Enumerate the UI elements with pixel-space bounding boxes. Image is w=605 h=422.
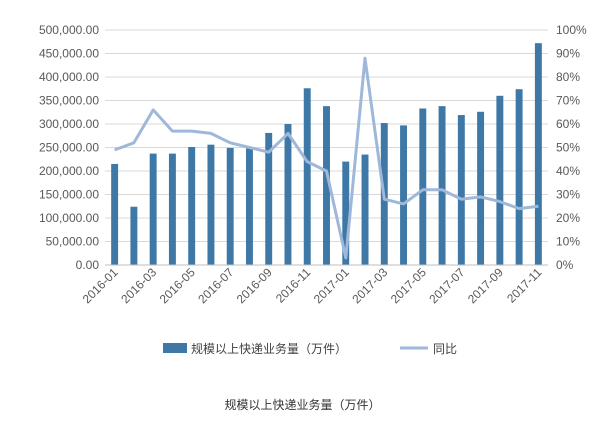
y-right-tick-label: 0% (556, 258, 574, 272)
bar-series (111, 43, 542, 266)
y-right-tick-label: 50% (556, 141, 580, 155)
y-right-tick-label: 90% (556, 47, 580, 61)
bar (477, 111, 485, 265)
bar (496, 95, 504, 265)
y-left-tick-label: 450,000.00 (39, 47, 99, 61)
y-right-tick-label: 30% (556, 188, 580, 202)
left-y-axis: 0.00 50,000.00 100,000.00 150,000.00 200,000… (39, 23, 99, 272)
y-left-tick-label: 0.00 (76, 258, 100, 272)
y-right-tick-label: 80% (556, 70, 580, 84)
x-tick-label: 2017-09 (465, 265, 506, 306)
x-tick-label: 2017-05 (388, 265, 429, 306)
bar (361, 154, 369, 265)
y-left-tick-label: 200,000.00 (39, 164, 99, 178)
y-right-tick-label: 60% (556, 117, 580, 131)
x-tick-label: 2017-03 (349, 265, 390, 306)
y-right-tick-label: 20% (556, 211, 580, 225)
y-right-tick-label: 10% (556, 235, 580, 249)
legend-swatch-bar (163, 343, 187, 353)
bar (303, 88, 311, 265)
y-left-tick-label: 250,000.00 (39, 141, 99, 155)
bar (284, 124, 292, 265)
legend-label-bar: 规模以上快递业务量（万件） (191, 341, 347, 356)
x-tick-label: 2016-05 (157, 265, 198, 306)
y-left-tick-label: 50,000.00 (46, 235, 100, 249)
y-left-tick-label: 150,000.00 (39, 188, 99, 202)
bar (342, 161, 350, 265)
bar (457, 115, 465, 265)
bar (534, 43, 542, 265)
y-left-tick-label: 400,000.00 (39, 70, 99, 84)
right-y-axis: 0% 10% 20% 30% 40% 50% 60% 70% 80% 90% 100% (556, 23, 587, 272)
bar (400, 125, 408, 265)
bar (265, 132, 273, 265)
bar (207, 144, 215, 265)
y-left-tick-label: 500,000.00 (39, 23, 99, 37)
bar (245, 148, 253, 265)
x-tick-label: 2016-11 (273, 265, 314, 306)
bar (168, 153, 176, 265)
line-series (114, 56, 539, 260)
x-tick-label: 2016-07 (195, 265, 236, 306)
x-tick-label: 2017-11 (504, 265, 545, 306)
bar (323, 106, 330, 265)
y-right-tick-label: 100% (556, 23, 587, 37)
bar (226, 147, 234, 265)
figure-caption: 规模以上快递业务量（万件） (224, 398, 381, 412)
bar (130, 206, 138, 265)
x-tick-label: 2017-01 (311, 265, 352, 306)
chart: 0.00 50,000.00 100,000.00 150,000.00 200,000… (39, 23, 587, 356)
bar (111, 163, 119, 265)
y-left-tick-label: 100,000.00 (39, 211, 99, 225)
bar (188, 147, 196, 265)
bar (149, 153, 157, 265)
legend-label-line: 同比 (433, 342, 457, 356)
bar (438, 106, 446, 265)
bar (515, 89, 523, 265)
y-right-tick-label: 40% (556, 164, 580, 178)
y-left-tick-label: 300,000.00 (39, 117, 99, 131)
y-left-tick-label: 350,000.00 (39, 94, 99, 108)
x-tick-label: 2016-03 (118, 265, 159, 306)
bar (419, 108, 427, 266)
legend: 规模以上快递业务量（万件） 同比 (163, 341, 457, 356)
x-tick-label: 2016-09 (234, 265, 275, 306)
y-right-tick-label: 70% (556, 94, 580, 108)
x-axis: 2016-012016-032016-052016-072016-092016-… (80, 264, 548, 306)
x-tick-label: 2017-07 (426, 265, 467, 306)
